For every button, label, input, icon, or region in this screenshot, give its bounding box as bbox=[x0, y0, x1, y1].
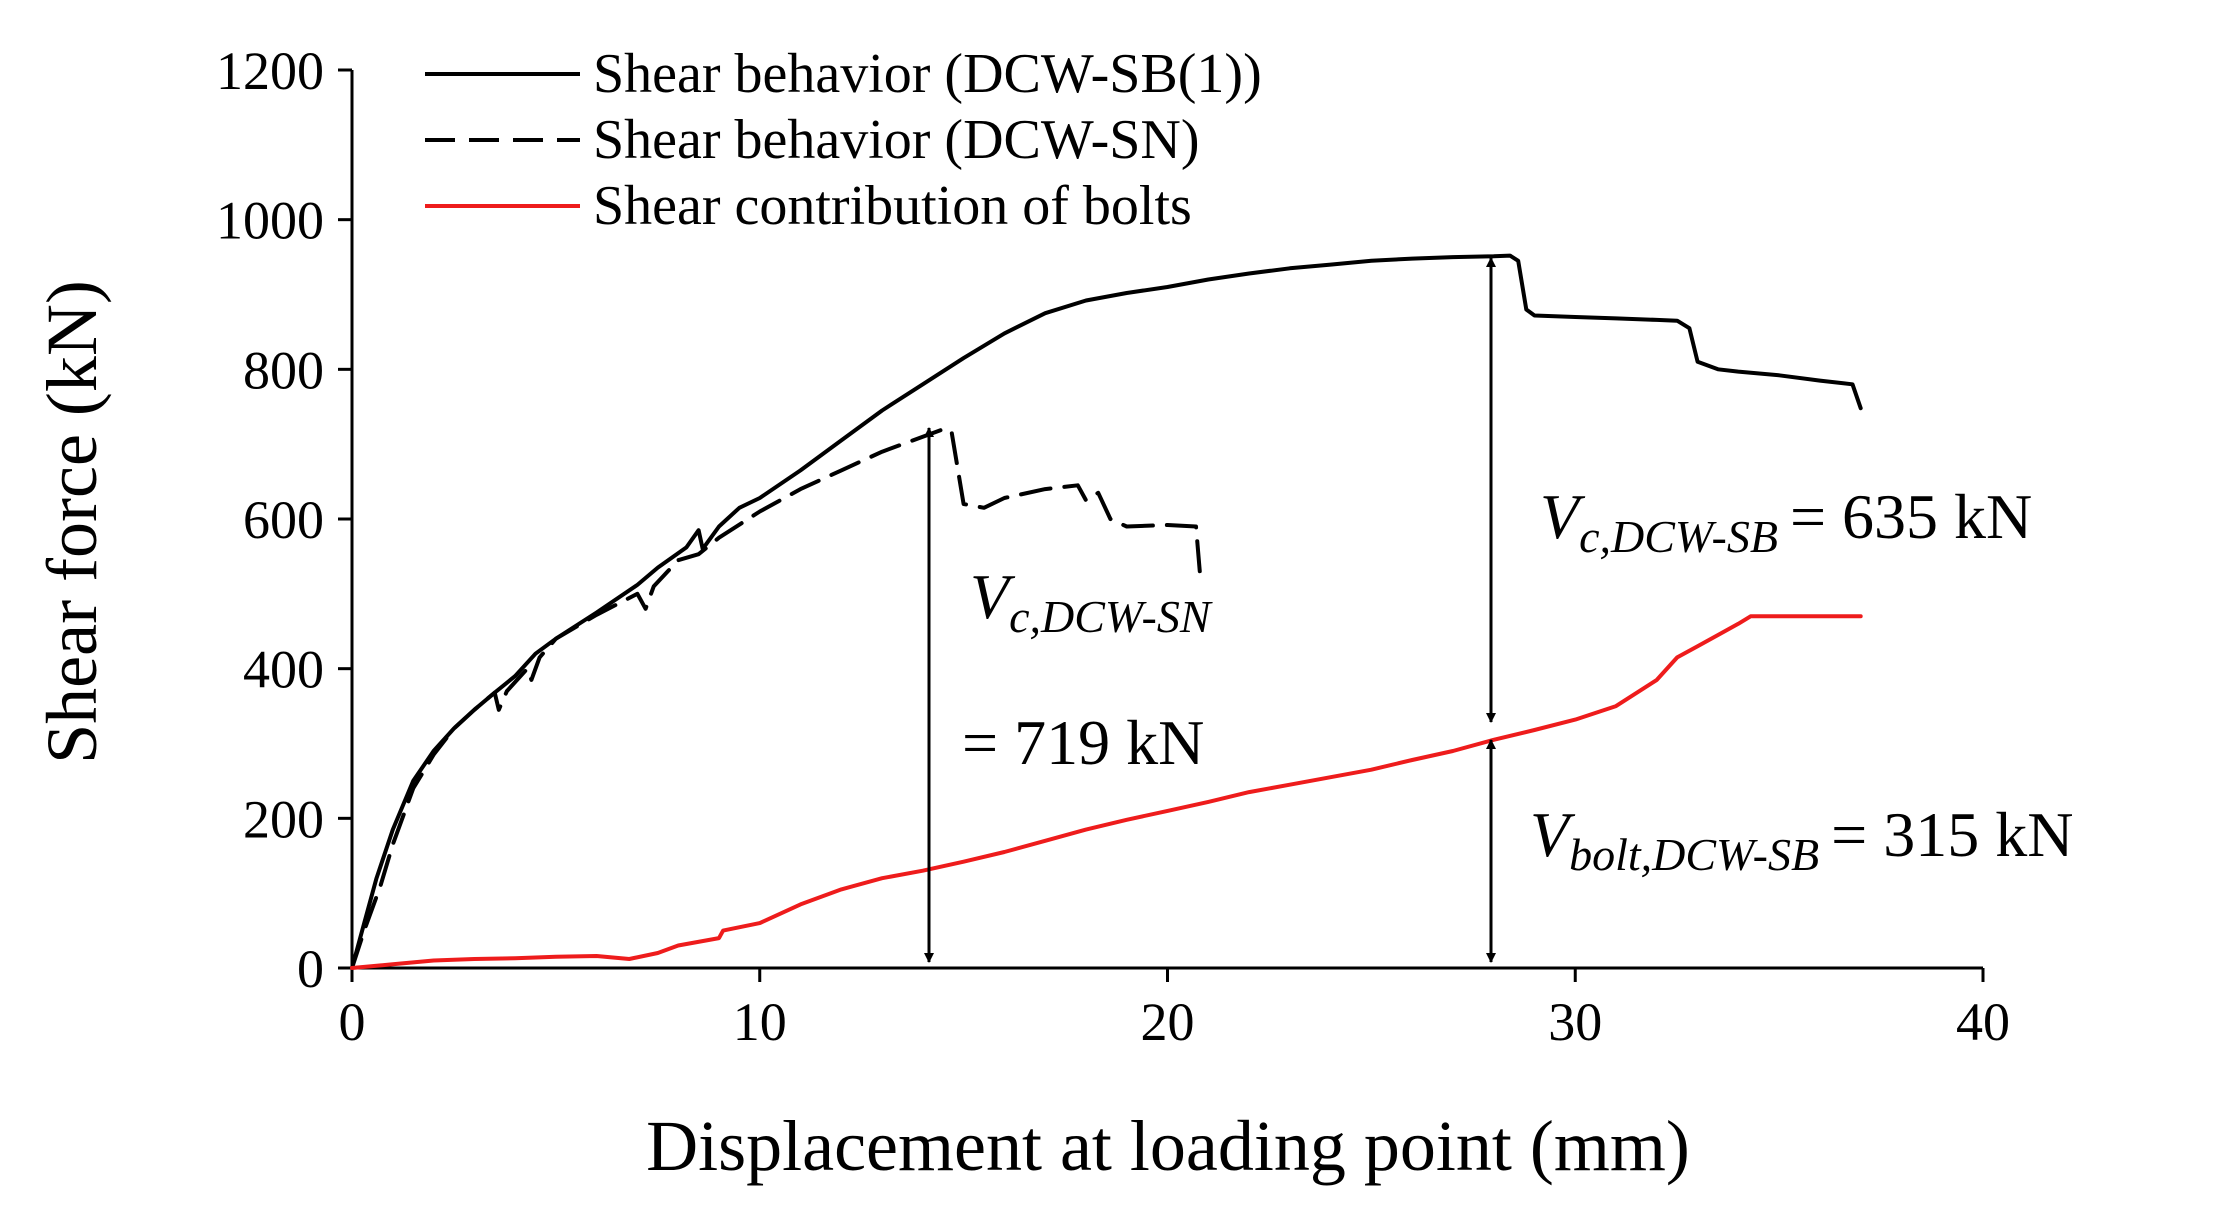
series-bolts-line bbox=[350, 614, 1863, 970]
x-tick-label: 0 bbox=[339, 992, 366, 1052]
legend-label-dcw-sb: Shear behavior (DCW-SB(1)) bbox=[593, 43, 1262, 105]
legend-label-dcw-sn: Shear behavior (DCW-SN) bbox=[593, 109, 1200, 171]
annotation-arrows bbox=[924, 257, 1496, 963]
anno-sb-symbol: V bbox=[1540, 481, 1586, 552]
x-tick-label: 30 bbox=[1548, 992, 1602, 1052]
y-tick-label: 600 bbox=[243, 490, 324, 550]
y-ticks: 0 200 400 600 800 1000 1200 bbox=[216, 41, 352, 999]
anno-sn-value: = 719 kN bbox=[962, 707, 1204, 778]
x-ticks: 0 10 20 30 40 bbox=[339, 968, 2010, 1052]
series-dcw-sn-line bbox=[350, 427, 1203, 970]
legend: Shear behavior (DCW-SB(1)) Shear behavio… bbox=[425, 43, 1262, 237]
x-tick-label: 40 bbox=[1956, 992, 2010, 1052]
anno-sb-value: = 635 kN bbox=[1790, 481, 2032, 552]
y-tick-label: 200 bbox=[243, 789, 324, 849]
anno-sb-subscript: c,DCW-SB bbox=[1579, 511, 1778, 562]
svg-text:Vbolt,DCW-SB= 315 kN: Vbolt,DCW-SB = 315 kN bbox=[1530, 799, 2073, 880]
series-dcw-sb-line bbox=[350, 253, 1863, 970]
y-axis-title: Shear force (kN) bbox=[32, 280, 112, 764]
x-tick-label: 20 bbox=[1141, 992, 1195, 1052]
x-tick-label: 10 bbox=[733, 992, 787, 1052]
anno-bolt-symbol: V bbox=[1530, 799, 1576, 870]
series-group bbox=[350, 253, 1863, 970]
anno-sn-subscript: c,DCW-SN bbox=[1009, 591, 1213, 642]
legend-label-bolts: Shear contribution of bolts bbox=[593, 175, 1192, 237]
y-tick-label: 400 bbox=[243, 640, 324, 700]
annotation-vbolt-dcw-sb: Vbolt,DCW-SB = 315 kN bbox=[1530, 799, 2073, 880]
y-tick-label: 800 bbox=[243, 340, 324, 400]
annotation-vc-dcw-sn: Vc,DCW-SN = 719 kN bbox=[962, 561, 1213, 778]
anno-sn-symbol: V bbox=[970, 561, 1016, 632]
y-tick-label: 0 bbox=[297, 939, 324, 999]
y-tick-label: 1200 bbox=[216, 41, 324, 101]
y-tick-label: 1000 bbox=[216, 191, 324, 251]
anno-bolt-subscript: bolt,DCW-SB bbox=[1569, 829, 1819, 880]
annotation-vc-dcw-sb: Vc,DCW-SB = 635 kN bbox=[1540, 481, 2032, 562]
svg-text:Vc,DCW-SN: Vc,DCW-SN bbox=[970, 561, 1213, 642]
anno-bolt-value: = 315 kN bbox=[1831, 799, 2073, 870]
x-axis-title: Displacement at loading point (mm) bbox=[646, 1106, 1690, 1186]
svg-text:Vc,DCW-SB= 635 kN: Vc,DCW-SB = 635 kN bbox=[1540, 481, 2032, 562]
